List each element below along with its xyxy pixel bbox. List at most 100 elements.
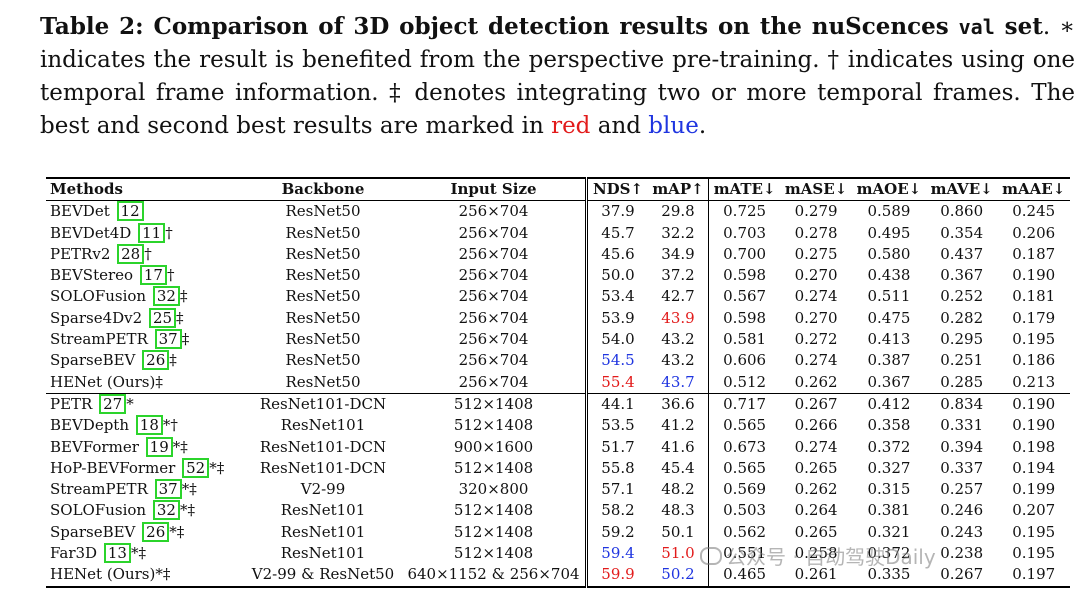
method-name: HENet (Ours) [50,565,156,584]
header-methods: Methods [46,177,244,202]
method-marker: † [165,223,173,242]
cell-maae: 0.213 [1012,372,1056,391]
cell-input-size: 900×1600 [402,436,588,458]
cell-nds: 59.2 [601,522,635,541]
cell-mate: 0.725 [723,202,767,221]
cell-mave: 0.337 [940,458,984,477]
method-marker: ‡ [169,351,177,370]
method-name: Sparse4Dv2 [50,308,143,327]
citation-link[interactable]: 28 [117,243,145,264]
cell-map: 36.6 [648,392,709,416]
citation-link[interactable]: 26 [142,350,170,371]
cell-input-size: 256×704 [402,200,588,223]
cell-mave: 0.243 [940,522,984,541]
cell-maae: 0.206 [1012,223,1056,242]
table-row: BEVStereo 17 † ResNet50 256×704 50.0 37.2 0.59… [46,265,1070,287]
cell-mase: 0.279 [794,202,838,221]
table-row: BEVDet4D 11 † ResNet50 256×704 45.7 32.2 0.703… [46,222,1070,244]
method-name: SparseBEV [50,351,136,370]
cell-mate: 0.565 [723,458,767,477]
cell-map: 51.0 [648,543,709,565]
table-body: BEVDet 12 ResNet50 256×704 37.9 29.8 0.725 0.2… [46,200,1070,588]
cell-backbone: ResNet101 [280,544,366,563]
citation-link[interactable]: 18 [135,415,163,436]
table-row: PETRv2 28 † ResNet50 256×704 45.6 34.9 0.700 0.… [46,243,1070,266]
cell-maoe: 0.495 [867,223,911,242]
cell-input-size: 512×1408 [402,457,588,480]
citation-link[interactable]: 32 [152,286,180,307]
cell-mave: 0.394 [940,437,984,456]
table-row: SOLOFusion 32 ‡ ResNet50 256×704 53.4 42.7 0.5… [46,286,1070,308]
cell-mase: 0.270 [794,266,838,285]
cell-mave: 0.354 [940,223,984,242]
cell-input-size: 512×1408 [402,543,588,565]
cell-mate: 0.569 [723,480,767,499]
citation-link[interactable]: 52 [182,457,210,478]
method-name: HoP-BEVFormer [50,458,176,477]
cell-maae: 0.197 [997,564,1070,588]
caption-period: . [698,113,707,139]
method-name: Far3D [50,544,98,563]
cell-mase: 0.267 [780,392,852,416]
cell-mase: 0.274 [794,437,838,456]
cell-maae: 0.190 [1012,266,1056,285]
cell-map: 37.2 [648,265,709,287]
cell-maae: 0.179 [1012,308,1056,327]
cell-mase: 0.261 [780,564,852,588]
citation-link[interactable]: 26 [142,521,170,542]
cell-mave: 0.257 [940,480,984,499]
citation-link[interactable]: 12 [116,201,144,222]
cell-maae: 0.199 [1012,480,1056,499]
cell-mase: 0.265 [794,458,838,477]
cell-method: HoP-BEVFormer 52 *‡ [46,457,244,479]
citation-link[interactable]: 13 [103,543,131,564]
cell-maae: 0.187 [1012,244,1056,263]
citation-link[interactable]: 27 [99,393,127,414]
citation-link[interactable]: 25 [148,307,177,328]
cell-map: 43.2 [648,350,709,372]
cell-backbone: ResNet101 [280,501,366,520]
cell-backbone: ResNet101 [280,416,366,435]
cell-nds: 51.7 [601,437,635,456]
cell-mave: 0.285 [940,372,984,391]
cell-method: SOLOFusion 32 ‡ [46,286,244,307]
cell-map: 48.2 [648,479,709,501]
cell-input-size: 256×704 [402,350,588,372]
citation-link[interactable]: 19 [145,436,173,457]
cell-mate: 0.700 [723,244,767,263]
results-table: Methods Backbone Input Size NDS↑ mAP↑ mA… [46,177,1070,588]
citation-link[interactable]: 37 [154,329,182,350]
cell-maoe: 0.381 [867,501,911,520]
cell-maoe: 0.358 [867,416,911,435]
cell-method: BEVFormer 19 *‡ [46,436,244,458]
citation-link[interactable]: 32 [152,500,180,521]
citation-link[interactable]: 17 [139,265,167,286]
cell-mave: 0.252 [940,287,984,306]
citation-link[interactable]: 37 [154,479,182,500]
cell-maoe: 0.321 [867,522,911,541]
header-map: mAP↑ [648,177,709,202]
cell-maoe: 0.413 [867,330,911,349]
cell-maoe: 0.315 [867,480,911,499]
table-header-row: Methods Backbone Input Size NDS↑ mAP↑ mA… [46,177,1070,202]
cell-method: BEVStereo 17 † [46,265,244,286]
cell-mate: 0.703 [723,223,767,242]
method-name: BEVStereo [50,266,134,285]
method-name: SOLOFusion [50,501,147,520]
cell-backbone: ResNet50 [285,372,361,391]
method-marker: ‡ [155,372,163,391]
cell-mase: 0.262 [794,480,838,499]
cell-maae: 0.190 [1012,416,1056,435]
cell-maae: 0.245 [1012,202,1056,221]
citation-link[interactable]: 11 [138,222,166,243]
method-name: SOLOFusion [50,287,147,306]
cell-mave: 0.331 [940,416,984,435]
cell-maae: 0.195 [1012,522,1056,541]
cell-input-size: 256×704 [402,286,588,308]
cell-maae: 0.186 [1012,351,1056,370]
table-row: HENet (Ours)*‡ V2-99 & ResNet50 640×1152 &… [46,564,1070,588]
cell-method: HENet (Ours)‡ [46,372,244,394]
table-row: Sparse4Dv2 25 ‡ ResNet50 256×704 53.9 43.9 0.5… [46,307,1070,330]
table-row: BEVDepth 18 *† ResNet101 512×1408 53.5 41.2 0.… [46,415,1070,437]
cell-nds: 53.5 [601,416,635,435]
